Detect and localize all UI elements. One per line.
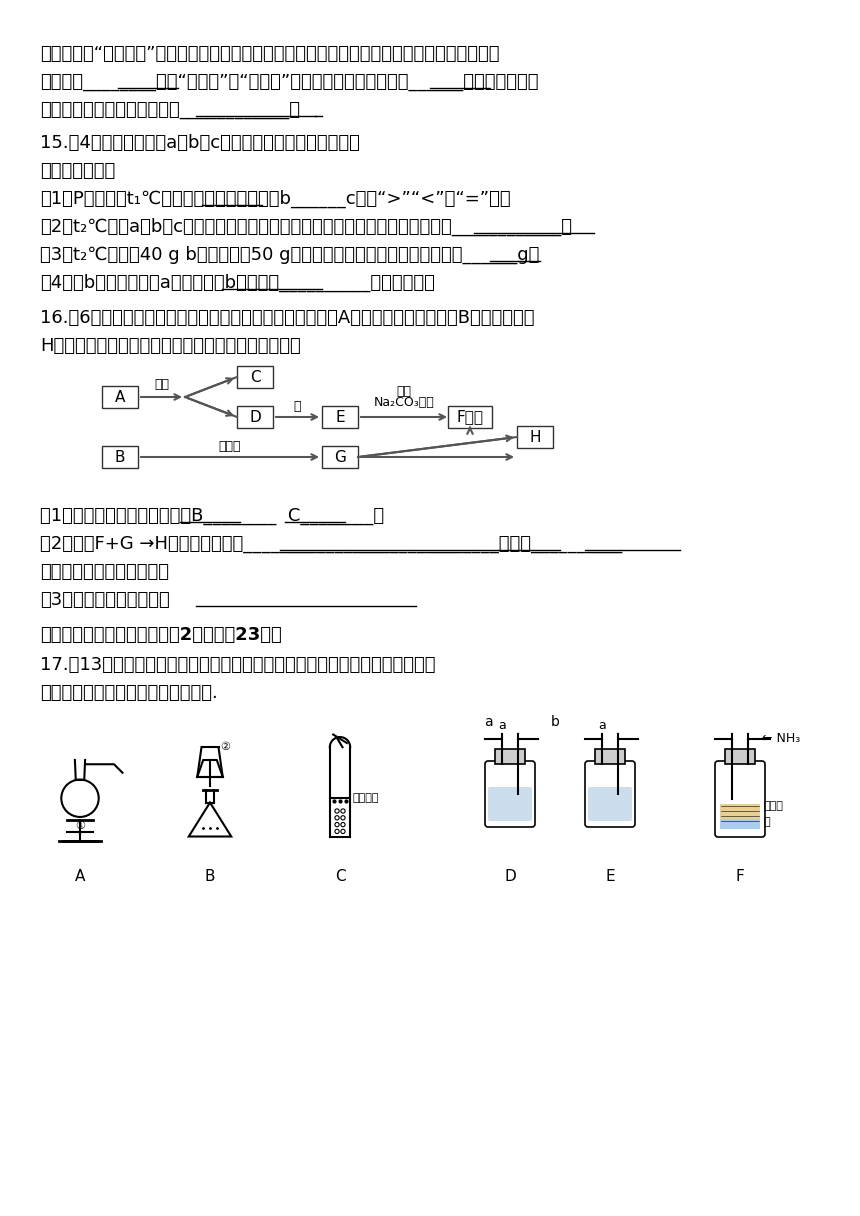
FancyBboxPatch shape: [725, 749, 755, 764]
FancyBboxPatch shape: [322, 446, 358, 468]
FancyBboxPatch shape: [102, 446, 138, 468]
Text: 17.（13分）下列图示装置常用于实验室制取气体。请根据下图回答有关问题。: 17.（13分）下列图示装置常用于实验室制取气体。请根据下图回答有关问题。: [40, 655, 435, 674]
Text: 甲烷充分燃烧的化学方程式为____________。: 甲烷充分燃烧的化学方程式为____________。: [40, 101, 300, 119]
FancyBboxPatch shape: [720, 820, 760, 829]
Text: E: E: [335, 410, 345, 424]
Text: ← NH₃: ← NH₃: [762, 732, 801, 745]
Text: 适量: 适量: [396, 385, 411, 398]
Text: 请结合图示实验装置，回答下列问题.: 请结合图示实验装置，回答下列问题.: [40, 683, 218, 702]
Text: ①: ①: [75, 821, 85, 831]
Text: 16.（6分）下列框图中的物质均为中学化学常见物质，其中A是大理石的主要成分，B是黑色粉末，: 16.（6分）下列框图中的物质均为中学化学常见物质，其中A是大理石的主要成分，B…: [40, 309, 535, 327]
FancyBboxPatch shape: [485, 761, 535, 827]
Text: D: D: [504, 869, 516, 884]
Text: F: F: [735, 869, 745, 884]
Text: a: a: [498, 719, 506, 732]
Text: C: C: [335, 869, 346, 884]
Text: 回答下列问题：: 回答下列问题：: [40, 162, 115, 180]
Text: C: C: [249, 370, 261, 384]
Text: a: a: [598, 719, 606, 732]
Text: 物组成的________（填“混合物”或“纯净物”）；天然气的主要成分是______（填化学式），: 物组成的________（填“混合物”或“纯净物”）；天然气的主要成分是____…: [40, 73, 538, 91]
Text: （1）P点表示在t₁℃时两物质的溶解度关系为b______c（填“>”“<”或“=”）。: （1）P点表示在t₁℃时两物质的溶解度关系为b______c（填“>”“<”或“…: [40, 190, 511, 208]
Text: A: A: [115, 389, 126, 405]
FancyBboxPatch shape: [517, 426, 553, 447]
Text: G: G: [334, 450, 346, 465]
FancyBboxPatch shape: [595, 749, 625, 764]
FancyBboxPatch shape: [588, 787, 632, 821]
Text: 能源合作是“一带一路”的重要内容，中缅油气管道将石油和天然气输入中国。石油是由多种化合: 能源合作是“一带一路”的重要内容，中缅油气管道将石油和天然气输入中国。石油是由多…: [40, 45, 500, 63]
FancyBboxPatch shape: [720, 804, 760, 820]
Text: 三、实验与探究题（本题包括2小题，共23分）: 三、实验与探究题（本题包括2小题，共23分）: [40, 626, 282, 644]
Text: 15.（4分）根据右图中a、b、c三种固体物质的溶解度曲线，: 15.（4分）根据右图中a、b、c三种固体物质的溶解度曲线，: [40, 134, 359, 152]
Text: （4）当b中含有少量的a，若要提纯b，可采用__________结晶的方法。: （4）当b中含有少量的a，若要提纯b，可采用__________结晶的方法。: [40, 274, 435, 292]
Text: H: H: [529, 429, 541, 445]
FancyBboxPatch shape: [237, 406, 273, 428]
Text: 植物油: 植物油: [764, 801, 783, 811]
FancyBboxPatch shape: [585, 761, 635, 827]
FancyBboxPatch shape: [495, 749, 525, 764]
FancyBboxPatch shape: [488, 787, 532, 821]
Text: F溶液: F溶液: [457, 410, 483, 424]
Text: Na₂CO₃溶液: Na₂CO₃溶液: [373, 396, 434, 409]
Text: 水: 水: [764, 817, 771, 827]
Text: （2）写出F+G →H的化学方程式：____________________________；属于__________: （2）写出F+G →H的化学方程式：______________________…: [40, 535, 623, 553]
FancyBboxPatch shape: [102, 385, 138, 409]
Text: 多孔隔板: 多孔隔板: [353, 793, 379, 804]
FancyBboxPatch shape: [448, 406, 492, 428]
Text: 稀硫酸: 稀硫酸: [218, 440, 242, 454]
Text: B: B: [114, 450, 126, 465]
Text: （1）写出下列物质的化学式：B________  C________；: （1）写出下列物质的化学式：B________ C________；: [40, 507, 384, 525]
Text: A: A: [75, 869, 85, 884]
FancyBboxPatch shape: [715, 761, 765, 837]
Text: 水: 水: [294, 400, 301, 413]
Text: a: a: [483, 715, 492, 730]
FancyBboxPatch shape: [322, 406, 358, 428]
FancyBboxPatch shape: [237, 366, 273, 388]
Text: E: E: [605, 869, 615, 884]
Text: b: b: [550, 715, 560, 730]
Text: H是蓝色沉淀。如图是它们之间的转化关系，请回答。: H是蓝色沉淀。如图是它们之间的转化关系，请回答。: [40, 337, 301, 355]
Text: （3）写出纯碱的一种用途: （3）写出纯碱的一种用途: [40, 591, 169, 609]
Text: ②: ②: [220, 742, 230, 753]
Text: （2）t₂℃时，a、b、c三种物质的饱和溶液中溶质的质量分数由大到小的关系为____________。: （2）t₂℃时，a、b、c三种物质的饱和溶液中溶质的质量分数由大到小的关系为__…: [40, 218, 572, 236]
Text: D: D: [249, 410, 261, 424]
Text: B: B: [205, 869, 215, 884]
Text: （3）t₂℃时，将40 g b物质加入到50 g水中充分溶解后，所得溶液的质量为______g。: （3）t₂℃时，将40 g b物质加入到50 g水中充分溶解后，所得溶液的质量为…: [40, 246, 539, 264]
Text: 高温: 高温: [154, 378, 169, 392]
Text: 反应（填基本反应类型）。: 反应（填基本反应类型）。: [40, 563, 169, 581]
